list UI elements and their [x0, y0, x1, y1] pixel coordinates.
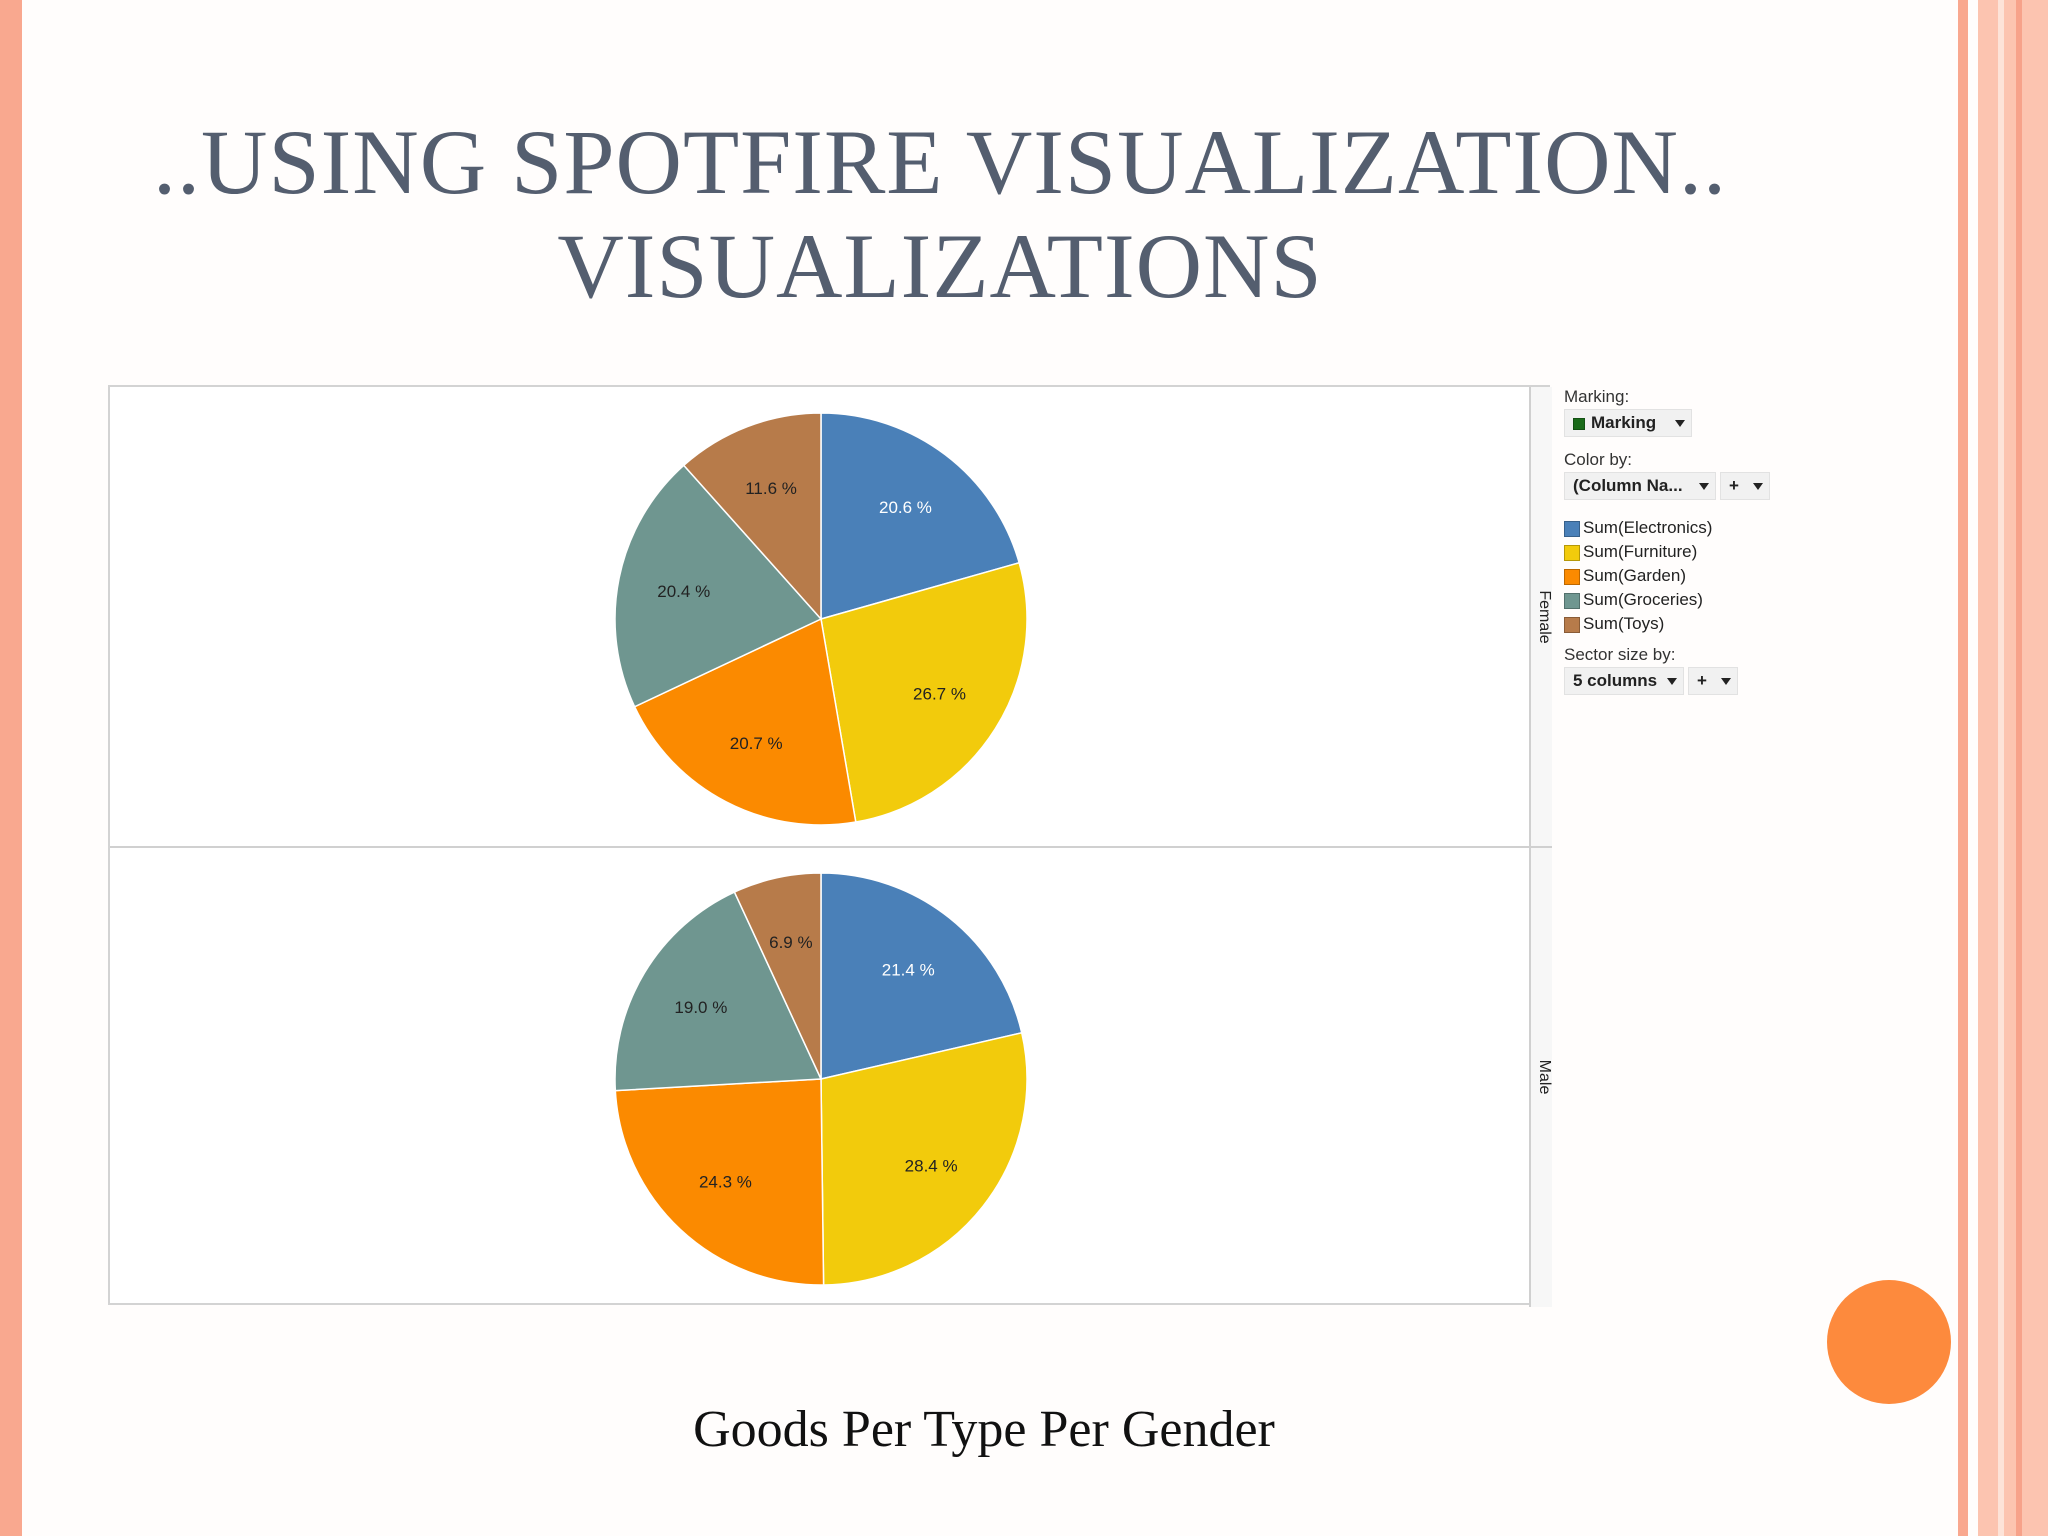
chevron-down-icon [1675, 420, 1685, 427]
slice-data-label: 20.4 % [657, 582, 710, 601]
pie-slice[interactable] [820, 872, 1023, 1080]
slice-data-label: 19.0 % [674, 998, 727, 1017]
slice-data-label: 20.6 % [879, 498, 932, 517]
legend-label: Sum(Garden) [1583, 566, 1686, 585]
right-border-line [2016, 0, 2022, 1536]
slice-data-label: 28.4 % [905, 1157, 958, 1176]
pie-slice[interactable] [682, 412, 822, 621]
trellis-label-male: Male [1536, 1060, 1552, 1095]
legend-swatch [1564, 520, 1580, 537]
legend-label: Sum(Electronics) [1583, 518, 1713, 537]
right-border-highlight [1998, 0, 2004, 1536]
color-by-add-button[interactable]: + [1720, 472, 1770, 500]
pie-slice[interactable] [614, 891, 823, 1092]
slide-caption: Goods Per Type Per Gender [693, 1401, 1275, 1458]
slide-title-line-1: ..USING SPOTFIRE VISUALIZATION.. [153, 111, 1727, 213]
slice-data-label: 24.3 % [699, 1172, 752, 1191]
sector-size-label: Sector size by: [1564, 645, 1676, 664]
pie-chart-visualization[interactable]: 20.6 % 26.7 % 20.7 % 20.4 % 11.6 % Female 21.4… [108, 385, 1552, 1307]
legend-label: Sum(Furniture) [1583, 542, 1698, 561]
slice-data-label: 6.9 % [769, 933, 812, 952]
color-by-value: (Column Na... [1573, 476, 1683, 495]
trellis-label-female: Female [1536, 590, 1552, 643]
legend-item-groceries[interactable]: Sum(Groceries) [1564, 590, 1703, 610]
legend-swatch [1564, 544, 1580, 561]
slice-data-label: 11.6 % [745, 479, 797, 498]
legend-label: Sum(Toys) [1583, 614, 1665, 633]
legend-item-toys[interactable]: Sum(Toys) [1564, 614, 1664, 634]
chevron-down-icon [1753, 483, 1763, 490]
slide-title: ..USING SPOTFIRE VISUALIZATION.. VISUALI… [120, 110, 1760, 318]
color-by-dropdown[interactable]: (Column Na... [1564, 472, 1716, 500]
pie-slice[interactable] [614, 1078, 825, 1286]
sector-size-dropdown[interactable]: 5 columns [1564, 667, 1684, 695]
right-border-stripe [1958, 0, 1968, 1536]
plus-icon: + [1729, 476, 1739, 495]
marking-dropdown[interactable]: Marking [1564, 409, 1692, 437]
pie-male[interactable]: 21.4 % 28.4 % 24.3 % 19.0 % 6.9 % [614, 872, 1028, 1286]
legend-item-garden[interactable]: Sum(Garden) [1564, 566, 1686, 586]
pie-chart-svg: 20.6 % 26.7 % 20.7 % 20.4 % 11.6 % Female 21.4… [110, 387, 1552, 1307]
right-border-band [1978, 0, 2048, 1536]
color-by-label: Color by: [1564, 450, 1633, 469]
pie-slice[interactable] [614, 464, 823, 708]
plus-icon: + [1697, 671, 1707, 690]
pie-slice[interactable] [820, 1031, 1028, 1286]
legend-swatch [1564, 616, 1580, 633]
chevron-down-icon [1667, 678, 1677, 685]
pie-slice[interactable] [820, 561, 1028, 823]
legend-item-furniture[interactable]: Sum(Furniture) [1564, 542, 1697, 562]
slice-data-label: 20.7 % [730, 734, 783, 753]
decorative-orange-circle [1827, 1280, 1951, 1404]
pie-female[interactable]: 20.6 % 26.7 % 20.7 % 20.4 % 11.6 % [614, 412, 1028, 826]
legend-item-electronics[interactable]: Sum(Electronics) [1564, 518, 1712, 538]
pie-slice[interactable] [733, 872, 822, 1080]
pie-slice[interactable] [633, 617, 857, 826]
marking-value: Marking [1591, 413, 1657, 432]
chevron-down-icon [1699, 483, 1709, 490]
pie-slice[interactable] [820, 412, 1021, 620]
legend-swatch [1564, 568, 1580, 585]
sector-size-add-button[interactable]: + [1688, 667, 1738, 695]
sector-size-value: 5 columns [1573, 671, 1658, 690]
legend-label: Sum(Groceries) [1583, 590, 1703, 609]
legend-swatch [1564, 592, 1580, 609]
slice-data-label: 21.4 % [882, 960, 935, 979]
slide-title-line-2: VISUALIZATIONS [557, 215, 1323, 317]
marking-label: Marking: [1564, 387, 1630, 406]
left-border-stripe [0, 0, 22, 1536]
slice-data-label: 26.7 % [913, 685, 966, 704]
marking-color-icon [1573, 417, 1585, 430]
chevron-down-icon [1721, 678, 1731, 685]
